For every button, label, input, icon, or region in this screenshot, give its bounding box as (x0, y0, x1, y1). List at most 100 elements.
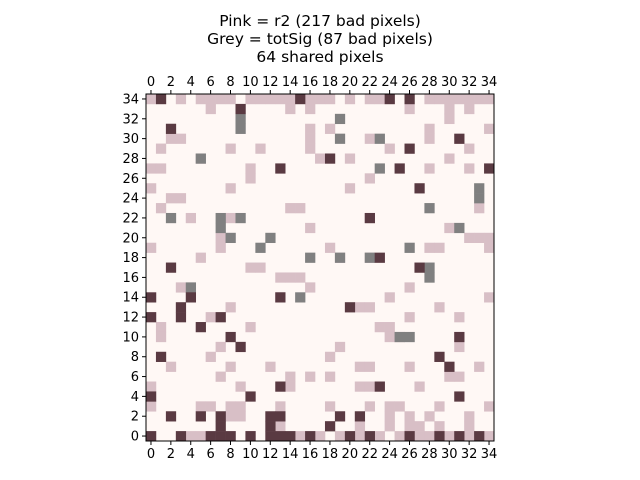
heatmap-cell-pink (355, 302, 365, 312)
y-tick-label: 34 (122, 92, 139, 107)
heatmap-cell-pink (405, 312, 415, 322)
heatmap-cell-pink (176, 134, 186, 144)
heatmap-cell-pink (166, 362, 176, 372)
heatmap-cell-grey (474, 183, 484, 193)
heatmap-cell-pink (405, 421, 415, 431)
y-tick-label: 22 (122, 211, 139, 226)
heatmap-cell-pink (454, 312, 464, 322)
heatmap-cell-pink (365, 401, 375, 411)
heatmap-cell-grey (295, 292, 305, 302)
heatmap-cell-pink (186, 431, 196, 441)
heatmap-cell-pink (474, 233, 484, 243)
y-tick-label: 12 (122, 311, 139, 326)
x-tick-label-bottom: 16 (302, 447, 319, 462)
x-tick-label-top: 22 (361, 75, 378, 90)
heatmap-cell-pink (484, 431, 494, 441)
heatmap-cell-pink (176, 282, 186, 292)
heatmap-cell-shared (216, 431, 226, 441)
heatmap-cell-pink (424, 431, 434, 441)
heatmap-cell-pink (216, 342, 226, 352)
heatmap-cell-shared (245, 391, 255, 401)
heatmap-cell-pink (285, 372, 295, 382)
heatmap-cell-pink (464, 421, 474, 431)
x-tick-label-bottom: 10 (242, 447, 259, 462)
heatmap-cell-pink (216, 94, 226, 104)
heatmap-cell-pink (424, 411, 434, 421)
heatmap-cell-pink (325, 94, 335, 104)
x-tick-label-top: 16 (302, 75, 319, 90)
heatmap-cell-shared (166, 124, 176, 134)
heatmap-cell-pink (146, 94, 156, 104)
heatmap-cell-pink (226, 183, 236, 193)
x-tick-label-top: 4 (187, 75, 195, 90)
heatmap-cell-grey (454, 223, 464, 233)
x-tick-label-top: 8 (226, 75, 234, 90)
heatmap-cell-pink (454, 94, 464, 104)
heatmap-cell-pink (226, 144, 236, 154)
heatmap-cell-pink (335, 342, 345, 352)
heatmap-cell-shared (365, 431, 375, 441)
heatmap-cell-shared (345, 302, 355, 312)
heatmap-cell-pink (375, 322, 385, 332)
heatmap-cell-shared (156, 94, 166, 104)
heatmap-cell-pink (305, 124, 315, 134)
heatmap-cell-pink (305, 134, 315, 144)
x-tick-label-bottom: 6 (206, 447, 214, 462)
heatmap-cell-shared (235, 104, 245, 114)
heatmap-cell-shared (176, 302, 186, 312)
heatmap-cell-pink (216, 243, 226, 253)
heatmap-cell-pink (226, 94, 236, 104)
x-tick-label-top: 20 (342, 75, 359, 90)
heatmap-cell-shared (265, 431, 275, 441)
y-tick-label: 24 (122, 192, 139, 207)
heatmap-cell-pink (156, 332, 166, 342)
heatmap-cell-pink (484, 124, 494, 134)
heatmap-cell-pink (226, 411, 236, 421)
heatmap-cell-pink (405, 282, 415, 292)
heatmap-cell-grey (395, 332, 405, 342)
y-tick-label: 20 (122, 231, 139, 246)
heatmap-cell-pink (484, 94, 494, 104)
heatmap-cell-pink (196, 431, 206, 441)
heatmap-cell-pink (464, 431, 474, 441)
heatmap-cell-pink (206, 94, 216, 104)
y-tick-label: 8 (131, 350, 139, 365)
heatmap-cell-shared (325, 153, 335, 163)
heatmap-cell-pink (355, 382, 365, 392)
heatmap-cell-pink (444, 431, 454, 441)
heatmap-cell-pink (275, 272, 285, 282)
heatmap-cell-pink (464, 94, 474, 104)
heatmap-cell-shared (275, 163, 285, 173)
y-tick-label: 30 (122, 132, 139, 147)
heatmap-cell-shared (146, 391, 156, 401)
heatmap-cell-pink (216, 372, 226, 382)
heatmap-cell-pink (365, 382, 375, 392)
heatmap-cell-grey (235, 124, 245, 134)
y-tick-label: 16 (122, 271, 139, 286)
heatmap-cell-grey (424, 272, 434, 282)
heatmap-cell-pink (414, 382, 424, 392)
heatmap-cell-pink (206, 401, 216, 411)
y-tick-label: 0 (131, 430, 139, 445)
heatmap-cell-shared (146, 431, 156, 441)
heatmap-cell-pink (355, 421, 365, 431)
heatmap-cell-shared (235, 342, 245, 352)
heatmap-cell-pink (235, 411, 245, 421)
heatmap-cell-pink (226, 213, 236, 223)
heatmap-cell-pink (156, 163, 166, 173)
heatmap-cell-pink (424, 124, 434, 134)
x-tick-label-bottom: 18 (322, 447, 339, 462)
x-tick-label-top: 34 (481, 75, 498, 90)
x-tick-label-bottom: 22 (361, 447, 378, 462)
heatmap-cell-shared (265, 411, 275, 421)
heatmap-cell-grey (335, 114, 345, 124)
heatmap-cell-pink (454, 372, 464, 382)
x-tick-label-bottom: 26 (401, 447, 418, 462)
heatmap-cell-pink (444, 223, 454, 233)
heatmap-cell-pink (245, 322, 255, 332)
heatmap-cell-shared (196, 411, 206, 421)
heatmap-cell-shared (454, 391, 464, 401)
heatmap-cell-shared (405, 431, 415, 441)
x-tick-label-bottom: 34 (481, 447, 498, 462)
x-tick-label-bottom: 28 (421, 447, 438, 462)
